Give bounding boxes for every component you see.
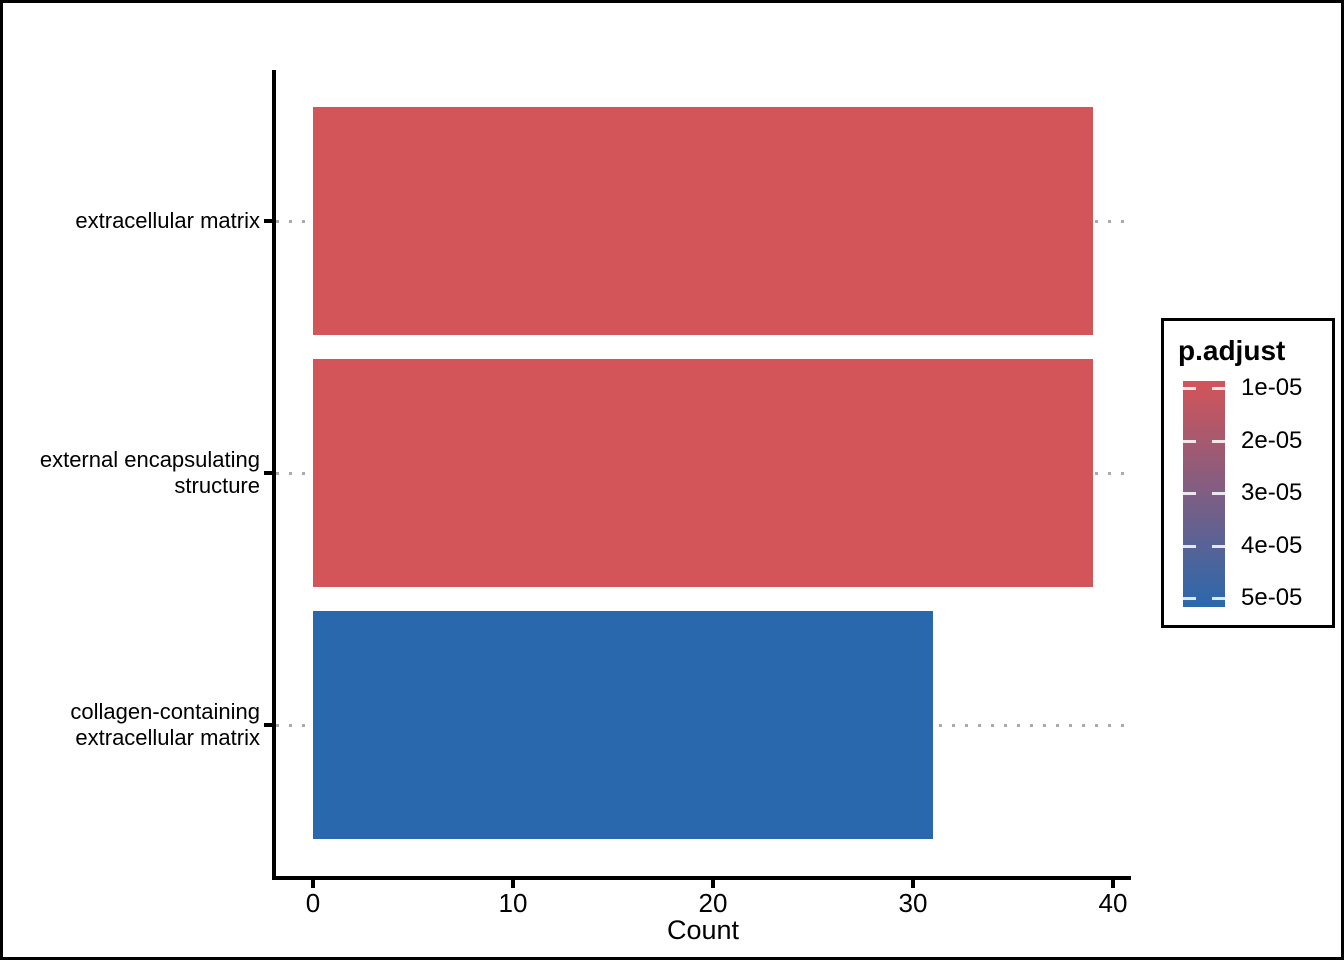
x-tick-3 xyxy=(911,880,915,888)
legend-label-2: 3e-05 xyxy=(1241,479,1303,506)
y-axis-label-line: collagen-containing xyxy=(70,699,260,724)
x-tick-2 xyxy=(711,880,715,888)
x-axis-label-4: 40 xyxy=(1098,888,1128,918)
legend-tick-left-4 xyxy=(1183,597,1196,600)
y-axis-label-collagen-containing-extracellular-matrix: collagen-containing extracellular matrix xyxy=(23,699,260,751)
y-axis-label-external-encapsulating-structure: external encapsulating structure xyxy=(23,447,260,499)
legend-tick-right-3 xyxy=(1212,544,1225,548)
legend-tick-right-4 xyxy=(1212,597,1225,600)
legend-label-0: 1e-05 xyxy=(1241,374,1303,401)
y-tick-2 xyxy=(264,723,272,727)
bar-external-encapsulating-structure xyxy=(313,359,1093,587)
legend-tick-right-2 xyxy=(1212,492,1225,495)
y-axis-label-line: extracellular matrix xyxy=(75,725,260,750)
bar-collagen-containing-extracellular-matrix xyxy=(313,611,933,839)
legend-tick-left-2 xyxy=(1183,492,1196,495)
x-axis-label-2: 20 xyxy=(698,888,728,918)
y-axis-label-line: extracellular matrix xyxy=(75,208,260,233)
y-tick-0 xyxy=(264,219,272,223)
legend-tick-left-3 xyxy=(1183,544,1196,548)
x-tick-4 xyxy=(1111,880,1115,888)
legend-label-1: 2e-05 xyxy=(1241,426,1303,454)
y-axis-label-line: structure xyxy=(174,473,260,498)
legend-tick-left-0 xyxy=(1183,387,1196,390)
y-axis-label-extracellular-matrix: extracellular matrix xyxy=(23,208,260,234)
y-tick-1 xyxy=(264,471,272,475)
x-axis-label-0: 0 xyxy=(305,888,321,918)
legend-tick-right-1 xyxy=(1212,439,1225,443)
y-axis-label-line: external encapsulating xyxy=(39,447,260,472)
x-tick-1 xyxy=(511,880,515,888)
bar-extracellular-matrix xyxy=(313,107,1093,335)
legend-tick-left-1 xyxy=(1183,439,1196,443)
plot-panel xyxy=(272,70,1131,880)
x-axis-label-1: 10 xyxy=(498,888,528,918)
x-axis-title: Count xyxy=(666,915,740,945)
legend-label-4: 5e-05 xyxy=(1241,584,1303,611)
x-tick-0 xyxy=(311,880,315,888)
legend-tick-right-0 xyxy=(1212,387,1225,390)
x-axis-label-3: 30 xyxy=(898,888,928,918)
legend-title: p.adjust xyxy=(1178,335,1286,366)
legend-label-3: 4e-05 xyxy=(1241,531,1303,559)
legend-box: p.adjust 1e-05 2e-05 3e-05 4e-05 5e-05 xyxy=(1161,318,1335,628)
bars-layer xyxy=(276,70,1131,876)
